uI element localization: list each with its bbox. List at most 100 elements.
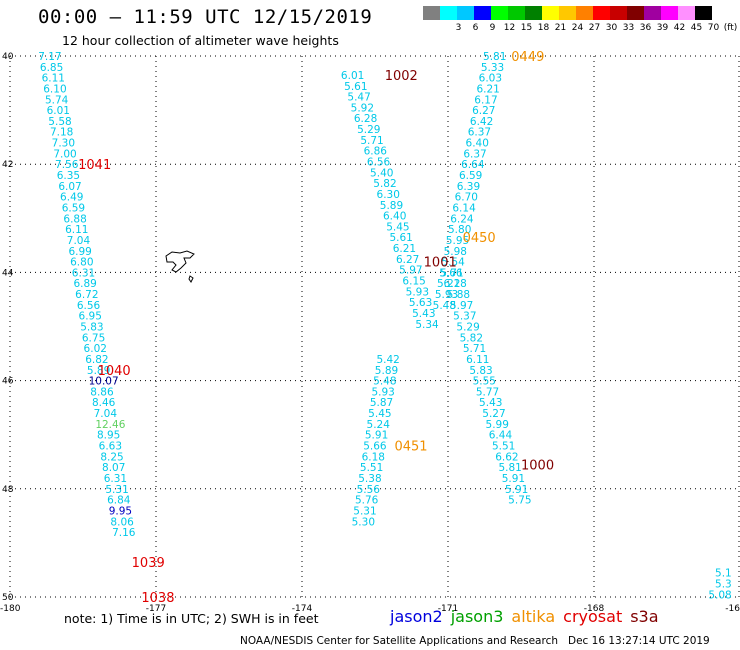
pass-time-label: 1039 <box>132 556 165 571</box>
wave-height-value: 6.31 <box>104 473 127 485</box>
wave-height-value: 6.21 <box>476 83 499 95</box>
wave-height-value: 5.1 <box>715 568 732 580</box>
legend-label: 39 <box>656 23 669 33</box>
wave-height-value: 6.37 <box>468 127 491 139</box>
lat-tick-label: 48 <box>2 485 14 495</box>
legend-swatch <box>576 6 593 20</box>
wave-height-value: 6.18 <box>362 451 385 463</box>
wave-height-value: 5.81 <box>483 51 506 63</box>
wave-height-value: 5.27 <box>482 408 505 420</box>
wave-height-value: 5.83 <box>469 365 492 377</box>
legend-label: 21 <box>554 23 567 33</box>
altimeter-tracks: 7.176.856.116.105.746.015.587.187.307.00… <box>38 51 732 601</box>
wave-height-value: 10.07 <box>89 376 119 388</box>
wave-height-value: 6.21 <box>393 243 416 255</box>
map-grid <box>9 55 740 598</box>
wave-height-value: 6.11 <box>65 224 88 236</box>
pass-time-labels: 0449 1002 1041 0450 1001 1040 0451 1000 1039 1038 <box>78 50 554 606</box>
wave-height-value: 7.04 <box>94 408 118 420</box>
wave-height-value: 5.63 <box>409 297 432 309</box>
wave-height-value: 5.95 <box>446 235 469 247</box>
wave-height-value: 6.59 <box>62 202 85 214</box>
pass-time-label: 1038 <box>141 591 174 606</box>
wave-height-value: 6.49 <box>60 192 83 204</box>
page-title: 00:00 – 11:59 UTC 12/15/2019 <box>38 6 373 28</box>
wave-height-value: 5.22 <box>437 278 460 290</box>
wave-height-value: 5.74 <box>45 94 69 106</box>
wave-height-value: 6.17 <box>474 94 497 106</box>
lat-tick-label: 42 <box>2 160 13 170</box>
legend-label: 18 <box>537 23 550 33</box>
legend-label: 36 <box>639 23 652 33</box>
wave-height-value: 5.71 <box>463 343 486 355</box>
wave-height-value: 6.40 <box>383 211 406 223</box>
wave-height-value: 6.39 <box>457 181 480 193</box>
wave-height-value: 5.08 <box>708 589 731 601</box>
wave-height-value: 6.31 <box>72 267 95 279</box>
lon-tick-label: -168 <box>584 604 605 614</box>
wave-height-value: 5.61 <box>389 232 412 244</box>
lat-tick-label: 50 <box>2 593 14 603</box>
wave-height-value: 6.95 <box>79 311 102 323</box>
wave-height-value: 5.51 <box>360 462 383 474</box>
wave-height-value: 6.72 <box>75 289 98 301</box>
lon-tick-label: -174 <box>292 604 313 614</box>
wave-height-value: 6.70 <box>455 192 478 204</box>
wave-height-value: 6.03 <box>479 73 502 85</box>
units-note: note: 1) Time is in UTC; 2) SWH is in fe… <box>64 611 319 626</box>
wave-height-value: 7.16 <box>112 527 136 539</box>
wave-height-value: 6.86 <box>364 146 388 158</box>
wave-height-value: 6.35 <box>57 170 80 182</box>
wave-height-value: 6.11 <box>42 73 65 85</box>
wave-height-value: 6.28 <box>354 113 377 125</box>
wave-height-value: 9.95 <box>109 505 132 517</box>
wave-height-value: 5.82 <box>373 178 396 190</box>
legend-label: (ft) <box>723 23 738 33</box>
wave-height-value: 6.40 <box>466 138 489 150</box>
lon-tick-label: -16 <box>725 604 740 614</box>
wave-height-value: 8.25 <box>100 451 123 463</box>
satellite-legend: jason2 jason3 altika cryosat s3a <box>390 607 667 626</box>
wave-height-value: 5.71 <box>360 135 383 147</box>
wave-height-value: 5.91 <box>502 473 525 485</box>
wave-height-value: 5.30 <box>352 516 375 528</box>
legend-swatch <box>508 6 525 20</box>
wave-height-value: 7.18 <box>50 127 73 139</box>
wave-height-value: 5.31 <box>105 484 128 496</box>
legend-label: 12 <box>503 23 516 33</box>
wave-height-value: 8.07 <box>102 462 125 474</box>
wave-height-value: 5.75 <box>508 495 531 507</box>
satellite-cryosat: cryosat <box>563 607 623 626</box>
wave-height-value: 5.55 <box>473 376 496 388</box>
wave-height-value: 6.11 <box>466 354 489 366</box>
wave-height-value: 6.01 <box>47 105 70 117</box>
pass-time-label: 1041 <box>78 158 111 173</box>
wave-height-value: 5.24 <box>367 419 391 431</box>
wave-height-value: 5.56 <box>357 484 381 496</box>
legend-label: 42 <box>673 23 686 33</box>
wave-height-value: 6.10 <box>43 83 66 95</box>
wave-height-value: 5.37 <box>453 311 476 323</box>
legend-label: 9 <box>489 23 496 33</box>
wave-height-value: 5.76 <box>355 495 379 507</box>
wave-height-value: 7.56 <box>55 159 79 171</box>
wave-height-value: 5.98 <box>444 246 467 258</box>
wave-height-value: 5.89 <box>380 200 403 212</box>
wave-height-value: 5.31 <box>353 505 376 517</box>
wave-height-value: 5.89 <box>375 365 398 377</box>
wave-height-value: 6.62 <box>495 451 518 463</box>
wave-height-value: 5.83 <box>80 322 103 334</box>
wave-height-value: 6.01 <box>341 70 364 82</box>
legend-label: 45 <box>690 23 703 33</box>
wave-height-value: 6.99 <box>68 246 91 258</box>
axis-labels: 40 42 44 46 48 50-180 -177 -174 -171 -168 -16 <box>0 52 740 614</box>
satellite-altika: altika <box>511 607 556 626</box>
legend-swatch <box>559 6 576 20</box>
wave-height-value: 5.48 <box>433 300 456 312</box>
wave-height-value: 6.02 <box>84 343 107 355</box>
wave-height-value: 5.82 <box>460 332 483 344</box>
wave-height-value: 6.56 <box>367 156 391 168</box>
legend-swatch <box>678 6 695 20</box>
wave-height-value: 6.82 <box>85 354 108 366</box>
